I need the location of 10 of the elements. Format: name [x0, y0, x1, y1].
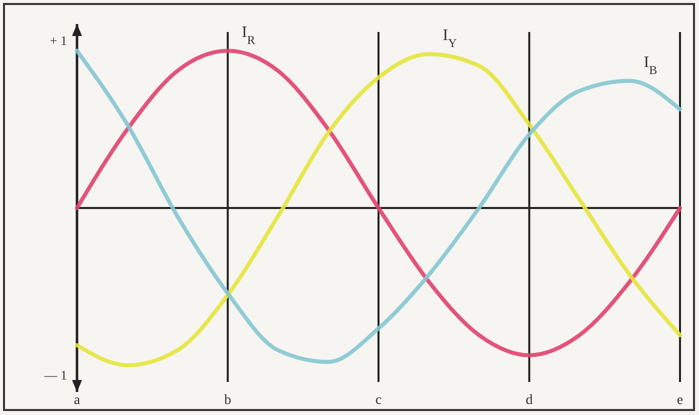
- series-label: I$_{Y}$: [442, 27, 458, 50]
- y-tick-label: — 1: [43, 367, 67, 382]
- y-tick-label: + 1: [50, 32, 67, 48]
- series-label: I$_{B}$: [644, 54, 658, 77]
- x-tick-label: b: [224, 392, 232, 408]
- x-tick-label: d: [526, 392, 533, 408]
- x-tick-label: e: [676, 392, 684, 408]
- series-label: I$_{R}$: [242, 24, 256, 47]
- x-tick-label: c: [375, 392, 382, 408]
- x-tick-label: a: [74, 392, 81, 408]
